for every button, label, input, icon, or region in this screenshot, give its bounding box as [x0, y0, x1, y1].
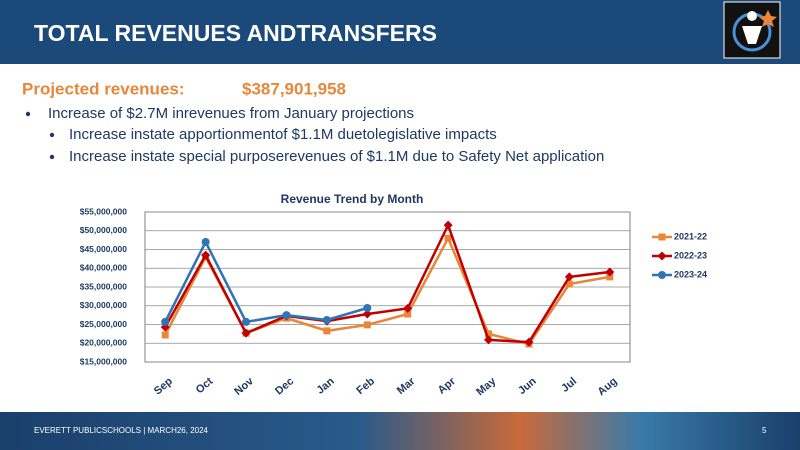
marker — [201, 238, 210, 246]
footer-text: EVERETT PUBLICSCHOOLS | MARCH26, 2024 — [34, 426, 209, 435]
legend-label: 2021-22 — [674, 231, 707, 241]
marker — [363, 321, 371, 329]
marker — [485, 330, 493, 338]
sub-bullet: Increase instate special purposerevenues… — [69, 148, 604, 165]
summary-label: Projected revenues: — [22, 79, 185, 98]
marker — [362, 309, 372, 319]
logo — [723, 1, 781, 59]
y-tick-label: $45,000,000 — [80, 244, 128, 254]
bullet-dot — [49, 154, 55, 160]
header-band — [0, 0, 800, 64]
marker — [404, 310, 412, 318]
marker — [564, 272, 574, 282]
y-tick-label: $30,000,000 — [80, 300, 128, 310]
y-tick-label: $25,000,000 — [80, 319, 128, 329]
marker — [403, 303, 413, 313]
legend-marker — [658, 271, 666, 279]
marker — [363, 304, 372, 312]
marker — [606, 273, 614, 281]
bullet-dot — [49, 132, 55, 138]
marker — [443, 220, 453, 230]
y-tick-label: $55,000,000 — [80, 206, 128, 216]
marker — [524, 337, 534, 347]
y-tick-label: $20,000,000 — [80, 338, 128, 348]
legend-marker — [658, 233, 666, 241]
marker — [565, 280, 573, 288]
footer-band — [0, 412, 800, 450]
marker — [323, 327, 331, 335]
y-tick-label: $35,000,000 — [80, 281, 128, 291]
summary-amount: $387,901,958 — [242, 79, 346, 98]
bullet-dot — [25, 111, 31, 117]
marker — [242, 317, 251, 326]
marker — [444, 234, 452, 242]
marker — [605, 267, 615, 277]
y-tick-label: $50,000,000 — [80, 225, 128, 235]
legend-label: 2022-23 — [674, 250, 707, 260]
marker — [241, 328, 251, 338]
legend-label: 2023-24 — [674, 269, 707, 279]
bullet: Increase of $2.7M inrevenues from Januar… — [48, 105, 414, 122]
y-tick-label: $40,000,000 — [80, 263, 128, 273]
sub-bullet: Increase instate apportionmentof $1.1M d… — [69, 126, 497, 143]
legend-marker — [657, 251, 667, 261]
series-line — [164, 240, 368, 324]
marker — [161, 317, 170, 326]
marker — [282, 311, 291, 320]
series-line — [164, 223, 610, 344]
y-tick-label: $15,000,000 — [80, 356, 128, 366]
marker — [322, 316, 331, 324]
marker — [484, 335, 494, 345]
chart-title: Revenue Trend by Month — [281, 192, 424, 206]
marker — [201, 250, 211, 260]
header-title: TOTAL REVENUES ANDTRANSFERS — [34, 20, 437, 46]
page-number: 5 — [762, 426, 767, 435]
marker — [161, 331, 169, 339]
